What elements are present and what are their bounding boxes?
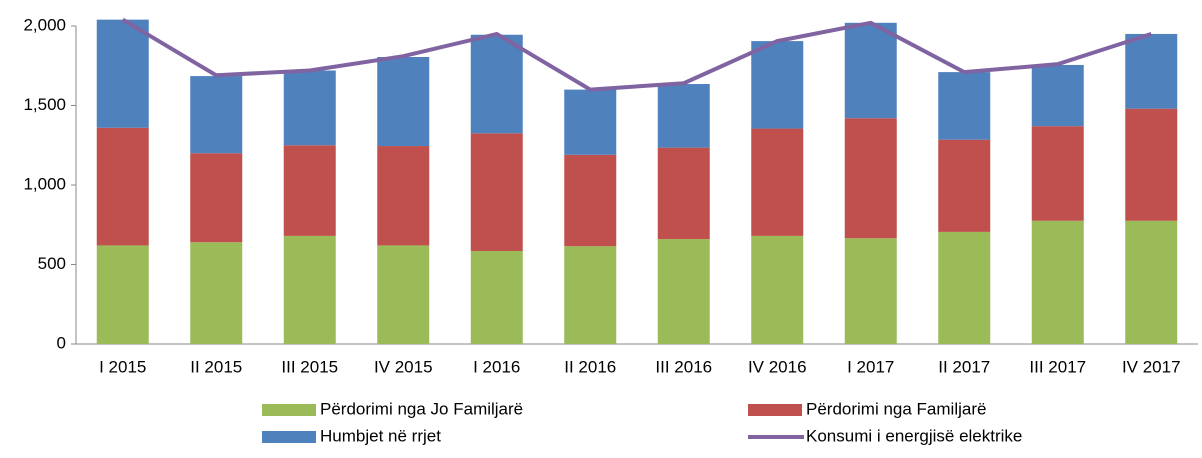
bar-segment <box>938 72 991 140</box>
bar-segment <box>377 57 430 147</box>
bar-segment <box>377 146 430 246</box>
x-tick-label: II 2015 <box>190 357 242 376</box>
y-tick-label: 500 <box>38 254 66 273</box>
y-tick-label: 2,000 <box>23 15 66 34</box>
bar-segment <box>470 250 523 344</box>
bar-segment <box>1125 33 1178 109</box>
bar-segment <box>751 128 804 236</box>
bar-segment <box>470 133 523 251</box>
bar-segment <box>96 245 149 344</box>
bar-segment <box>938 231 991 344</box>
line <box>121 17 1152 92</box>
bar-segment <box>751 41 804 129</box>
bar-segment <box>96 127 149 246</box>
bar-segment <box>1031 220 1084 344</box>
bar-segment <box>844 22 897 119</box>
x-tick-label: III 2017 <box>1029 357 1086 376</box>
bar-segment <box>1031 126 1084 221</box>
legend-label: Përdorimi nga Familjarë <box>806 399 986 418</box>
bar-segment <box>283 70 336 146</box>
x-tick-label: IV 2017 <box>1122 357 1181 376</box>
y-tick-label: 1,000 <box>23 174 66 193</box>
x-tick-label: I 2017 <box>847 357 894 376</box>
bar-segment <box>283 235 336 344</box>
x-tick-label: II 2017 <box>938 357 990 376</box>
bar-segment <box>564 154 617 247</box>
y-tick-label: 0 <box>57 333 66 352</box>
legend-label: Humbjet në rrjet <box>320 426 441 445</box>
bar-segment <box>657 239 710 344</box>
x-tick-label: IV 2015 <box>374 357 433 376</box>
bar-segment <box>844 118 897 239</box>
x-tick-label: I 2016 <box>473 357 520 376</box>
x-tick-label: IV 2016 <box>748 357 807 376</box>
bar-segment <box>190 76 243 154</box>
x-tick-label: III 2015 <box>281 357 338 376</box>
legend-swatch <box>262 404 316 416</box>
x-tick-label: I 2015 <box>99 357 146 376</box>
bar-segment <box>470 34 523 134</box>
bar-segment <box>938 139 991 232</box>
bar-segment <box>1031 64 1084 127</box>
bar-segment <box>564 89 617 155</box>
legend-label: Konsumi i energjisë elektrike <box>806 426 1022 445</box>
bar-segment <box>283 145 336 236</box>
bar-segment <box>751 235 804 344</box>
bar-segment <box>564 246 617 344</box>
bar-segment <box>96 19 149 128</box>
x-tick-label: II 2016 <box>564 357 616 376</box>
x-tick-label: III 2016 <box>655 357 712 376</box>
bar-segment <box>190 242 243 344</box>
bar-segment <box>190 153 243 243</box>
bar-segment <box>657 147 710 240</box>
bar-segment <box>377 245 430 344</box>
legend-swatch <box>262 431 316 443</box>
bar-segment <box>1125 220 1178 344</box>
bar-segment <box>657 84 710 148</box>
bar-segment <box>844 238 897 344</box>
legend-swatch <box>748 404 802 416</box>
legend-label: Përdorimi nga Jo Familjarë <box>320 399 523 418</box>
y-tick-label: 1,500 <box>23 95 66 114</box>
bar-segment <box>1125 108 1178 221</box>
